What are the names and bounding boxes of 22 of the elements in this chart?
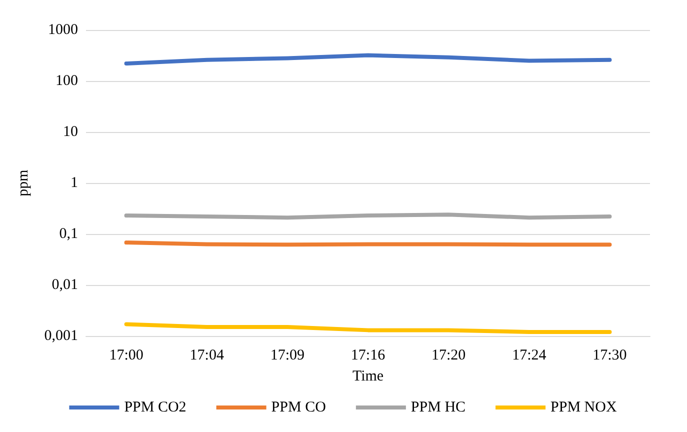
y-tick-label: 10 [63,124,78,140]
line-series [124,322,612,334]
legend-label: PPM NOX [550,400,617,416]
x-tick-label: 17:20 [431,348,466,364]
x-tick-label: 17:00 [109,348,144,364]
line-series [124,53,612,66]
x-tick-label: 17:16 [350,348,386,364]
y-tick-label: 100 [56,73,78,89]
y-tick-label: 1000 [48,22,78,38]
legend-label: PPM CO2 [124,400,186,416]
x-tick-label: 17:04 [190,348,224,364]
x-tick-label: 17:09 [270,348,305,364]
legend-label: PPM HC [410,400,466,416]
y-tick-label: 0,1 [59,226,78,242]
x-tick-label: 17:30 [592,348,627,364]
y-tick-label: 1 [70,175,78,191]
y-tick-label: 0,01 [52,277,78,293]
x-tick-label: 17:24 [512,348,547,364]
x-axis-title: Time [352,368,384,384]
legend-label: PPM CO [271,400,326,416]
y-axis-title: ppm [16,169,32,196]
y-tick-label: 0,001 [44,328,78,344]
